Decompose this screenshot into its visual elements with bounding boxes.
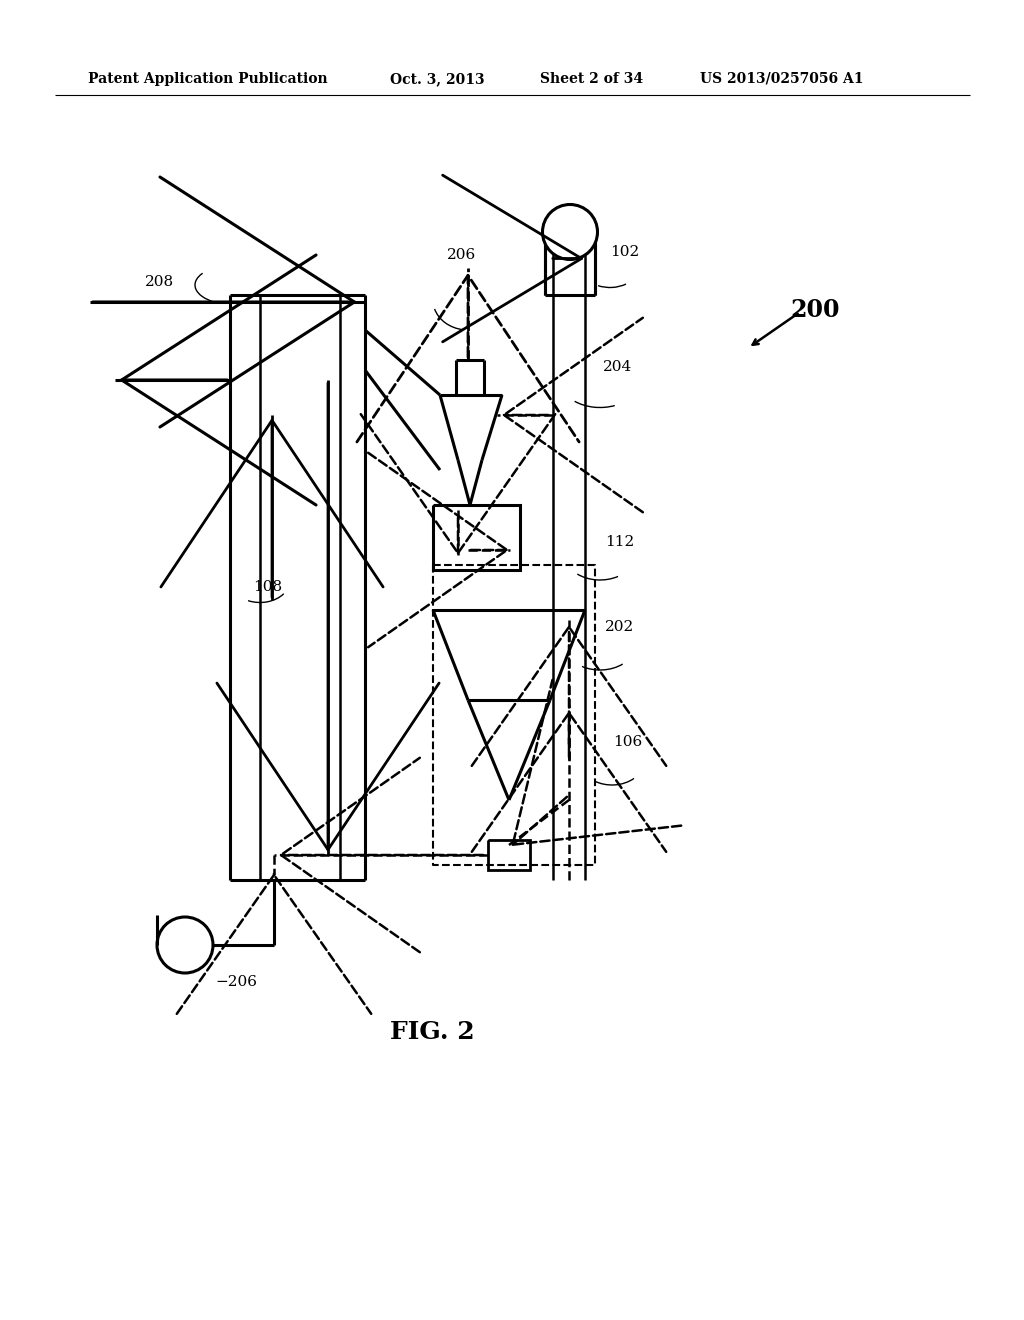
Text: −206: −206	[215, 975, 257, 989]
Text: Oct. 3, 2013: Oct. 3, 2013	[390, 73, 484, 86]
Text: Patent Application Publication: Patent Application Publication	[88, 73, 328, 86]
Text: 108: 108	[253, 579, 283, 594]
Text: 112: 112	[605, 535, 634, 549]
Text: 206: 206	[447, 248, 476, 261]
Text: 208: 208	[145, 275, 174, 289]
Text: 202: 202	[605, 620, 634, 634]
Text: 106: 106	[613, 735, 642, 748]
Text: Sheet 2 of 34: Sheet 2 of 34	[540, 73, 643, 86]
Text: 200: 200	[790, 298, 840, 322]
Text: US 2013/0257056 A1: US 2013/0257056 A1	[700, 73, 863, 86]
Text: 204: 204	[603, 360, 632, 374]
Text: FIG. 2: FIG. 2	[390, 1020, 475, 1044]
Ellipse shape	[543, 205, 597, 260]
Text: 102: 102	[610, 246, 639, 259]
